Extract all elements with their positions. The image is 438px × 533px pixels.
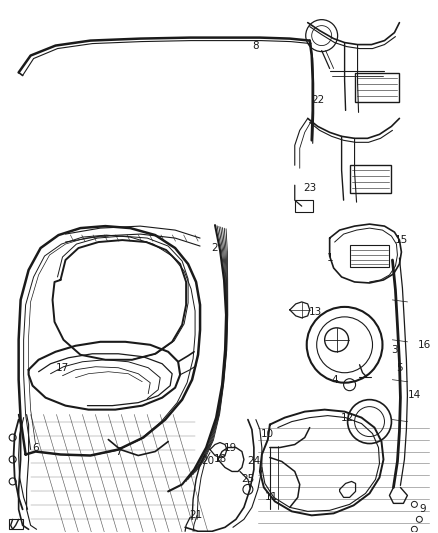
Text: 21: 21 — [190, 511, 203, 520]
Bar — [9, 519, 23, 529]
Text: 8: 8 — [253, 41, 259, 51]
Text: 9: 9 — [419, 504, 426, 514]
Text: 11: 11 — [265, 492, 279, 503]
Text: 7: 7 — [115, 447, 122, 457]
Text: 17: 17 — [56, 363, 69, 373]
Text: 2: 2 — [212, 243, 218, 253]
Bar — [355, 72, 399, 102]
Text: 10: 10 — [261, 429, 275, 439]
Text: 16: 16 — [418, 340, 431, 350]
Text: 1: 1 — [326, 253, 333, 263]
Text: 20: 20 — [201, 456, 215, 466]
Text: 15: 15 — [395, 235, 408, 245]
Text: 3: 3 — [391, 345, 398, 355]
Text: 23: 23 — [303, 183, 316, 193]
Bar — [295, 200, 313, 212]
Text: 22: 22 — [311, 95, 324, 106]
Bar — [350, 245, 389, 267]
Text: 24: 24 — [247, 456, 261, 466]
Text: 18: 18 — [213, 455, 226, 464]
Text: 25: 25 — [241, 474, 254, 484]
Text: 6: 6 — [32, 442, 39, 453]
Text: 4: 4 — [331, 375, 338, 385]
Text: 14: 14 — [408, 390, 421, 400]
Text: 19: 19 — [223, 442, 237, 453]
Text: 12: 12 — [341, 413, 354, 423]
Bar — [350, 165, 392, 193]
Text: 5: 5 — [396, 363, 403, 373]
Text: 13: 13 — [309, 307, 322, 317]
